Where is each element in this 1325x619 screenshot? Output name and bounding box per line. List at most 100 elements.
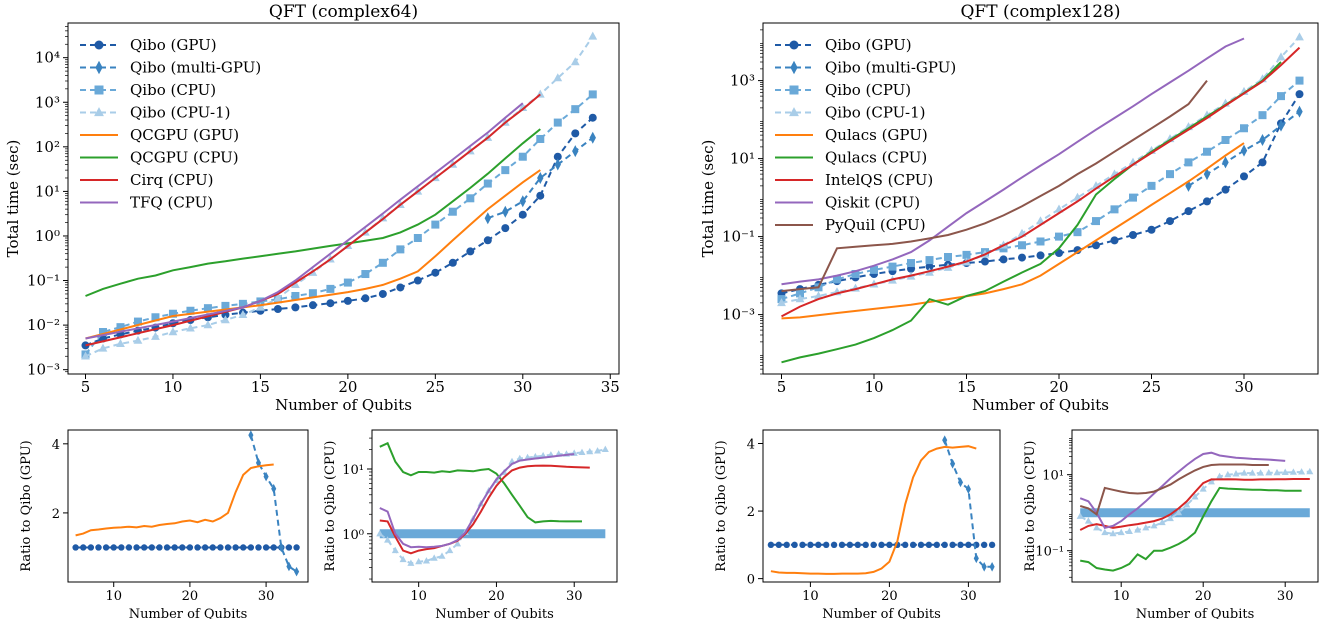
data-point — [263, 471, 269, 482]
y-axis-label: Ratio to Qibo (CPU) — [323, 440, 338, 571]
data-point — [118, 544, 125, 551]
data-point — [1158, 518, 1166, 526]
data-point — [1258, 111, 1267, 120]
legend-marker — [789, 40, 799, 50]
data-point — [830, 541, 838, 549]
y-tick-label: 10⁻² — [27, 316, 60, 334]
data-point — [571, 129, 580, 138]
data-point — [1265, 468, 1273, 476]
data-point — [1306, 467, 1314, 475]
data-point — [133, 335, 143, 344]
data-point — [256, 302, 265, 311]
y-axis-label: Ratio to Qibo (GPU) — [19, 440, 34, 571]
series-line — [1079, 478, 1310, 531]
legend: Qibo (GPU) Qibo (multi-GPU) Qibo (CPU) Qibo… — [775, 36, 956, 234]
chart-panel-1: QFT (complex128) 5 10 15 20 25 30 10⁻³ 10⁻¹ 10¹ 10… — [699, 2, 1319, 414]
data-point — [870, 541, 877, 549]
data-point — [1147, 225, 1156, 234]
data-point — [823, 541, 830, 549]
data-point — [125, 544, 133, 551]
y-tick-label: 2 — [52, 507, 60, 522]
x-axis-label: Number of Qubits — [822, 607, 941, 619]
data-point — [1092, 217, 1100, 226]
data-point — [271, 483, 277, 494]
data-point — [909, 541, 917, 549]
data-point — [291, 303, 300, 312]
data-point — [1216, 472, 1224, 479]
legend-entry: IntelQS (CPU) — [825, 171, 933, 189]
data-point — [965, 484, 971, 494]
y-tick-label: 2 — [747, 505, 755, 520]
data-point — [221, 315, 230, 324]
data-point — [1134, 526, 1142, 533]
data-point — [1281, 468, 1289, 475]
data-point — [1073, 246, 1082, 255]
data-point — [1129, 193, 1137, 202]
data-point — [1183, 501, 1191, 508]
x-axis-label: Number of Qubits — [129, 607, 248, 619]
legend-marker — [789, 107, 799, 117]
data-point — [501, 224, 510, 233]
data-point — [1110, 205, 1119, 214]
data-point — [933, 541, 940, 549]
data-point — [925, 262, 934, 271]
data-point — [262, 544, 270, 551]
data-point — [1277, 92, 1285, 101]
legend-entry: QCGPU (CPU) — [130, 149, 239, 167]
data-point — [791, 541, 798, 549]
data-point — [255, 544, 262, 551]
x-tick-label: 20 — [338, 378, 357, 396]
legend-entry: Qibo (GPU) — [825, 36, 912, 54]
data-point — [601, 445, 609, 453]
data-point — [767, 541, 775, 549]
data-point — [925, 541, 933, 549]
data-point — [588, 113, 597, 122]
data-point — [965, 541, 972, 549]
data-point — [1289, 468, 1297, 475]
data-point — [814, 291, 823, 300]
x-axis-label: Number of Qubits — [972, 396, 1109, 414]
data-point — [1166, 217, 1174, 226]
data-point — [981, 562, 987, 572]
series-group — [72, 430, 300, 577]
data-point — [247, 544, 255, 551]
data-point — [1257, 469, 1265, 476]
data-point — [221, 301, 230, 310]
data-point — [203, 304, 212, 313]
data-point — [536, 134, 545, 143]
x-tick-label: 20 — [1195, 589, 1212, 604]
legend-entry: Cirq (CPU) — [130, 171, 213, 189]
legend-entry: Qibo (CPU) — [825, 81, 911, 99]
data-point — [777, 298, 786, 307]
data-point — [999, 255, 1008, 264]
data-point — [407, 559, 415, 566]
series-line — [379, 441, 582, 524]
data-point — [248, 430, 254, 440]
data-point — [586, 447, 594, 455]
data-point — [396, 245, 405, 254]
data-point — [1296, 105, 1303, 118]
series-line — [781, 79, 1301, 301]
data-point — [483, 236, 492, 245]
data-point — [203, 320, 213, 329]
x-tick-label: 15 — [957, 378, 976, 396]
data-point — [572, 145, 579, 158]
data-point — [285, 544, 293, 551]
data-point — [518, 210, 527, 219]
data-point — [168, 327, 178, 336]
data-point — [902, 541, 909, 549]
data-point — [448, 258, 457, 267]
data-point — [1129, 230, 1137, 239]
data-point — [376, 529, 384, 537]
data-point — [413, 234, 422, 243]
data-point — [140, 544, 148, 551]
data-point — [116, 323, 125, 332]
data-point — [553, 73, 563, 82]
data-point — [941, 541, 948, 549]
series-line — [781, 61, 1282, 364]
data-point — [1240, 172, 1248, 181]
data-point — [950, 458, 956, 469]
series-line — [85, 102, 524, 340]
plot-frame — [762, 429, 1001, 583]
x-axis-label: Number of Qubits — [435, 607, 554, 619]
